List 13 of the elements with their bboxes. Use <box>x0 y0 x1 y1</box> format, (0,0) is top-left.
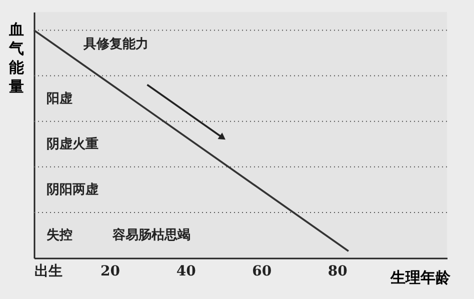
annotation: 失控 <box>46 228 72 244</box>
x-tick-label: 60 <box>252 264 272 280</box>
annotation: 阴阳两虚 <box>46 182 98 198</box>
x-tick-label: 40 <box>176 264 196 280</box>
x-tick-label: 出生 <box>34 264 62 280</box>
x-axis-title: 生理年龄 <box>390 268 452 286</box>
x-tick-label: 20 <box>100 264 120 280</box>
annotation: 容易肠枯思竭 <box>111 227 190 244</box>
y-axis-title: 血气能量 <box>8 20 25 96</box>
x-tick-label: 80 <box>328 264 348 280</box>
annotation: 具修复能力 <box>82 36 149 52</box>
annotation: 阳虚 <box>46 92 72 107</box>
annotation: 阴虚火重 <box>46 136 98 152</box>
